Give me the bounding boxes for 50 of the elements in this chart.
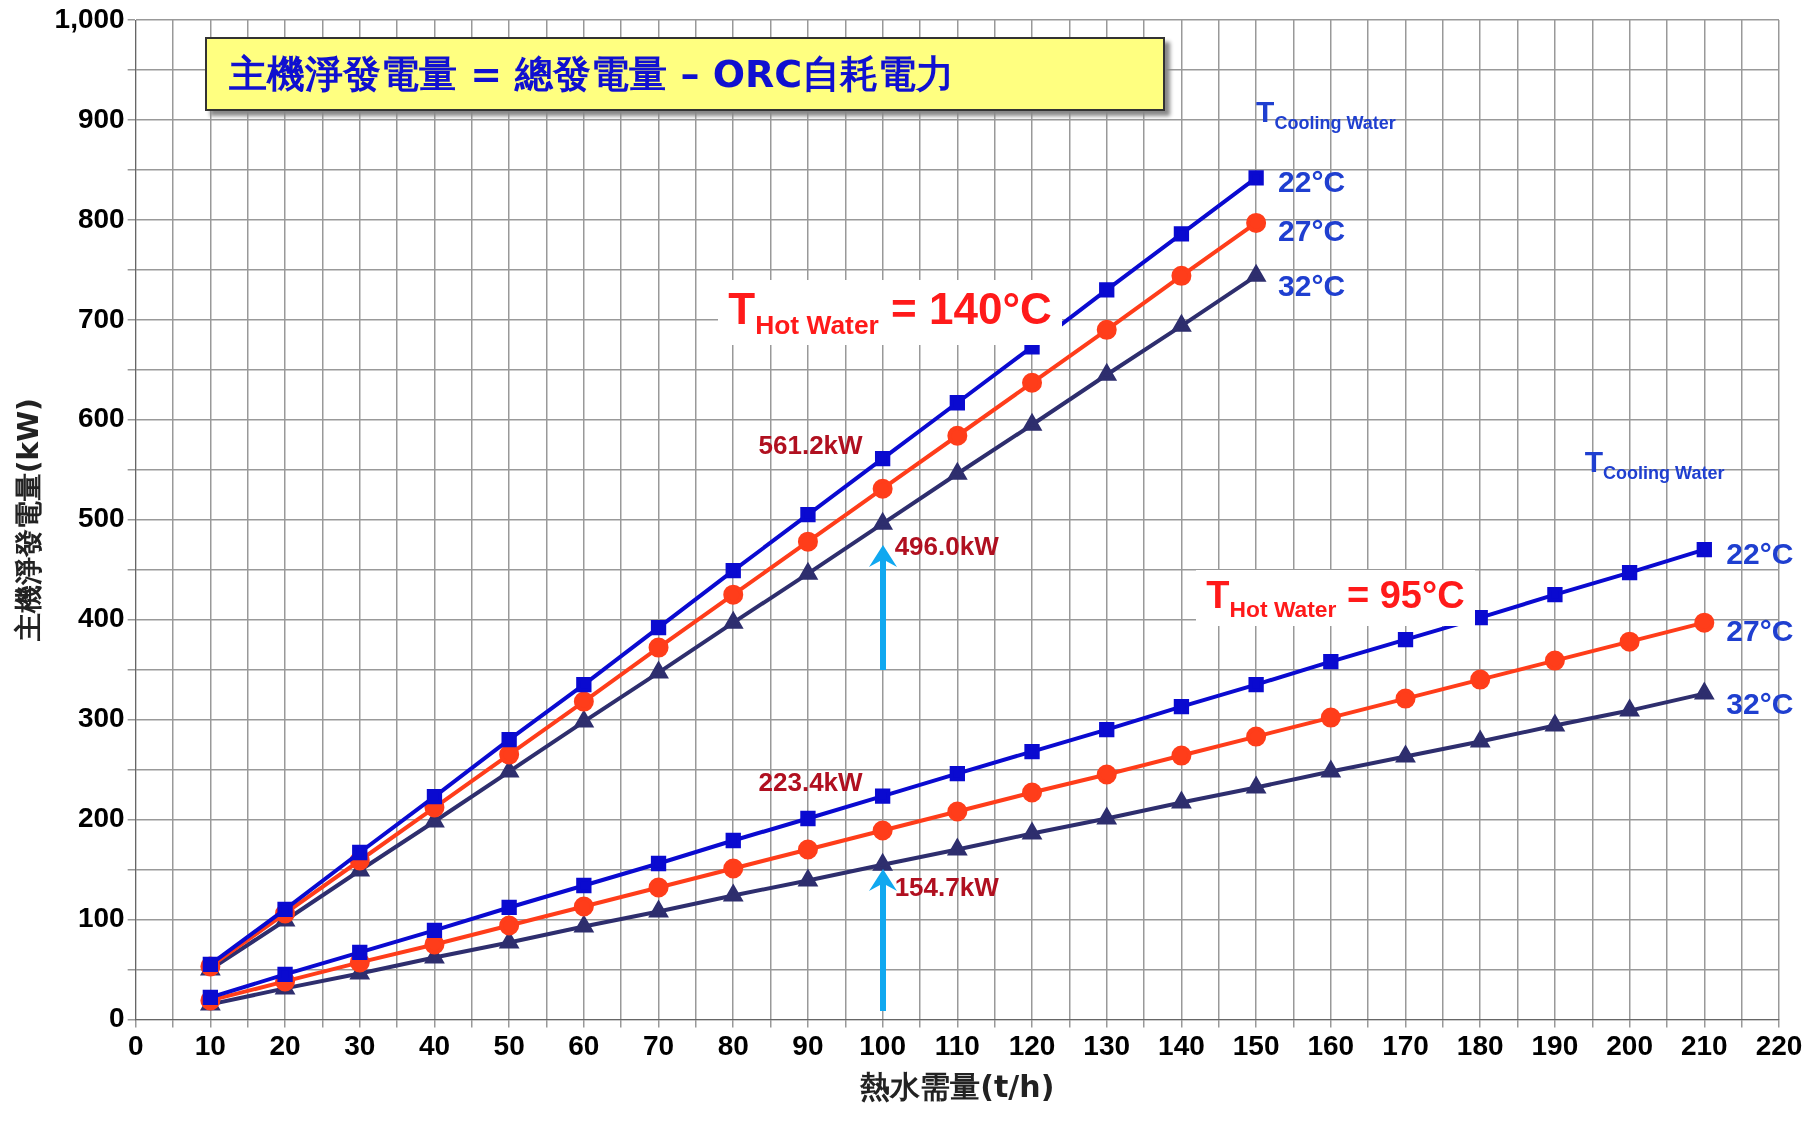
annotation: T$_{Cooling Water}$: [1256, 94, 1396, 134]
y-tick-label: 300: [77, 702, 125, 734]
x-tick-label: 130: [1083, 1029, 1131, 1061]
x-tick-label: 220: [1755, 1029, 1803, 1061]
y-tick-label: 600: [77, 402, 125, 434]
x-tick-label: 10: [194, 1029, 226, 1061]
y-tick-label: 400: [77, 602, 125, 634]
x-tick-label: 50: [493, 1029, 525, 1061]
annotation: T$_{Cooling Water}$: [1584, 444, 1725, 484]
x-tick-label: 60: [568, 1029, 600, 1061]
x-tick-label: 120: [1008, 1029, 1056, 1061]
x-tick-label: 80: [717, 1029, 749, 1061]
y-tick-label: 0: [109, 1002, 125, 1034]
y-tick-label: 1,000: [54, 2, 125, 34]
y-tick-label: 100: [77, 902, 125, 934]
x-tick-label: 140: [1158, 1029, 1205, 1061]
x-tick-label: 90: [792, 1029, 824, 1061]
x-tick-label: 210: [1680, 1029, 1728, 1061]
series-label: 27°C: [1726, 613, 1794, 647]
x-tick-label: 110: [934, 1029, 980, 1061]
data-label: 223.4kW: [758, 767, 864, 798]
x-tick-label: 40: [418, 1029, 451, 1061]
series-label: 32°C: [1726, 686, 1794, 720]
x-tick-label: 70: [642, 1029, 675, 1061]
x-tick-label: 200: [1606, 1029, 1653, 1061]
annotation: T$_{Hot Water}$ = 95°C: [1196, 569, 1475, 627]
text: 主機淨發電量 = 總發電量 – ORC自耗電力: [229, 51, 955, 98]
series-label: 27°C: [1278, 214, 1346, 248]
series-label: 22°C: [1726, 536, 1794, 570]
x-tick-label: 170: [1382, 1029, 1429, 1061]
x-tick-label: 190: [1531, 1029, 1579, 1061]
data-label: 154.7kW: [894, 871, 1000, 902]
x-tick-label: 30: [344, 1029, 376, 1061]
data-label: 496.0kW: [894, 530, 1000, 561]
x-tick-label: 160: [1307, 1029, 1355, 1061]
x-tick-label: 150: [1232, 1029, 1280, 1061]
data-label: 561.2kW: [758, 429, 864, 460]
x-tick-label: 100: [859, 1029, 906, 1061]
y-tick-label: 500: [77, 502, 125, 534]
series-label: 32°C: [1278, 269, 1346, 303]
x-tick-label: 20: [269, 1029, 301, 1061]
y-axis-title: 主機淨發電量(kW): [12, 398, 46, 643]
annotation: T$_{Hot Water}$ = 140°C: [718, 279, 1062, 345]
y-tick-label: 800: [77, 202, 125, 234]
y-tick-label: 200: [77, 802, 125, 834]
y-tick-label: 700: [77, 302, 125, 334]
x-tick-label: 180: [1456, 1029, 1504, 1061]
x-axis-title: 熱水需量(t/h): [859, 1068, 1055, 1104]
series-label: 22°C: [1278, 165, 1346, 199]
y-tick-label: 900: [77, 102, 125, 134]
